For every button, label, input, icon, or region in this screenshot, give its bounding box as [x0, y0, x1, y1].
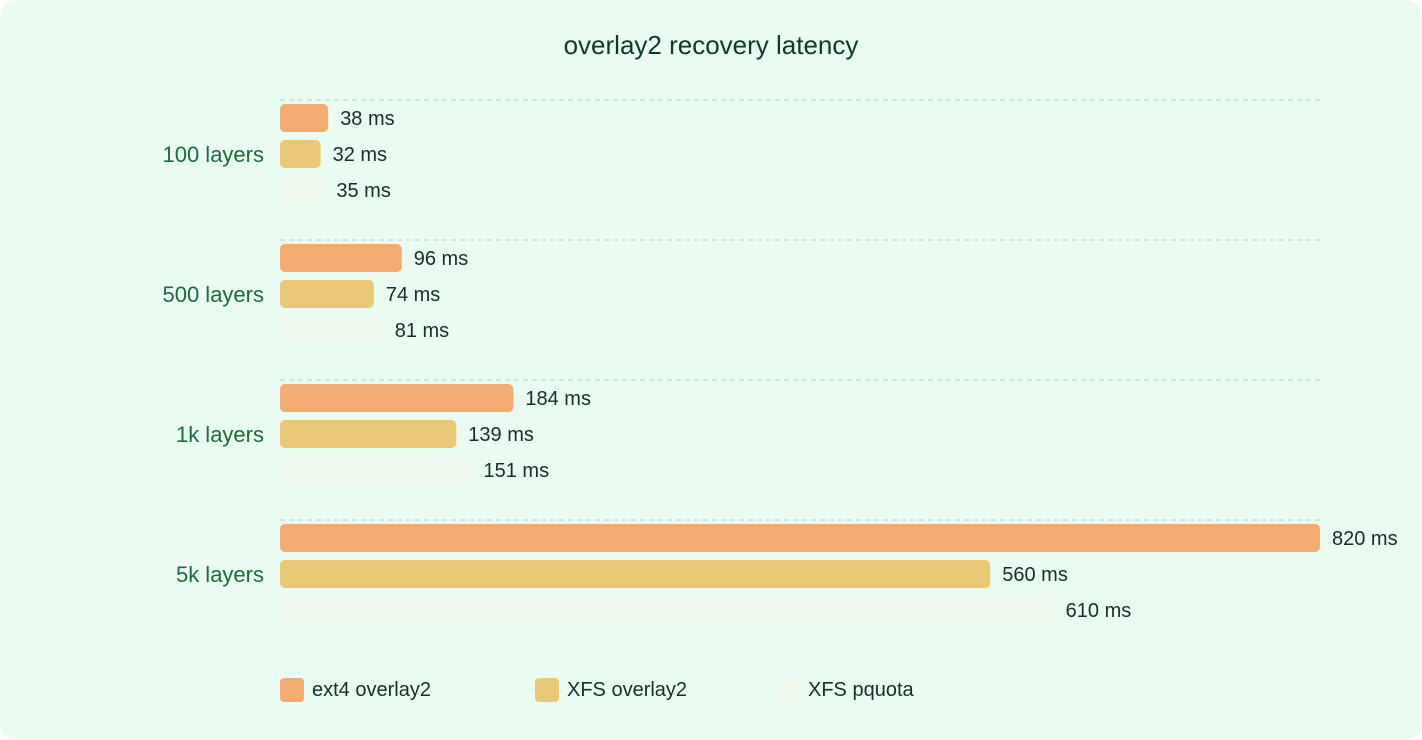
bar	[280, 420, 457, 448]
legend-label: XFS pquota	[808, 678, 914, 701]
bar	[280, 280, 374, 308]
bar	[280, 596, 1054, 624]
bar	[280, 456, 472, 484]
legend-label: XFS overlay2	[567, 678, 688, 701]
data-label: 820 ms	[1332, 528, 1398, 550]
data-label: 96 ms	[414, 248, 468, 270]
data-label: 151 ms	[484, 460, 550, 482]
bar	[280, 104, 329, 132]
category-label: 5k layers	[176, 562, 264, 587]
legend-swatch	[776, 678, 800, 702]
bar	[280, 176, 325, 204]
bar	[280, 316, 383, 344]
chart-title: overlay2 recovery latency	[563, 30, 859, 60]
legend-label: ext4 overlay2	[312, 678, 431, 701]
legend-item: XFS pquota	[776, 676, 914, 704]
legend-swatch	[280, 678, 304, 702]
data-label: 81 ms	[395, 320, 449, 342]
data-label: 610 ms	[1066, 600, 1132, 622]
data-label: 35 ms	[336, 180, 390, 202]
bar	[280, 384, 514, 412]
category-label: 1k layers	[176, 422, 264, 447]
data-label: 38 ms	[340, 108, 394, 130]
category-label: 100 layers	[162, 142, 264, 167]
bar	[280, 244, 402, 272]
bar	[280, 560, 991, 588]
data-label: 560 ms	[1002, 564, 1068, 586]
data-label: 32 ms	[333, 144, 387, 166]
data-label: 74 ms	[386, 284, 440, 306]
bar	[280, 524, 1320, 552]
data-label: 139 ms	[468, 424, 534, 446]
legend-item: XFS overlay2	[535, 676, 687, 704]
category-label: 500 layers	[162, 282, 264, 307]
bar	[280, 140, 321, 168]
data-label: 184 ms	[525, 388, 591, 410]
legend-item: ext4 overlay2	[280, 676, 431, 704]
legend-swatch	[535, 678, 559, 702]
